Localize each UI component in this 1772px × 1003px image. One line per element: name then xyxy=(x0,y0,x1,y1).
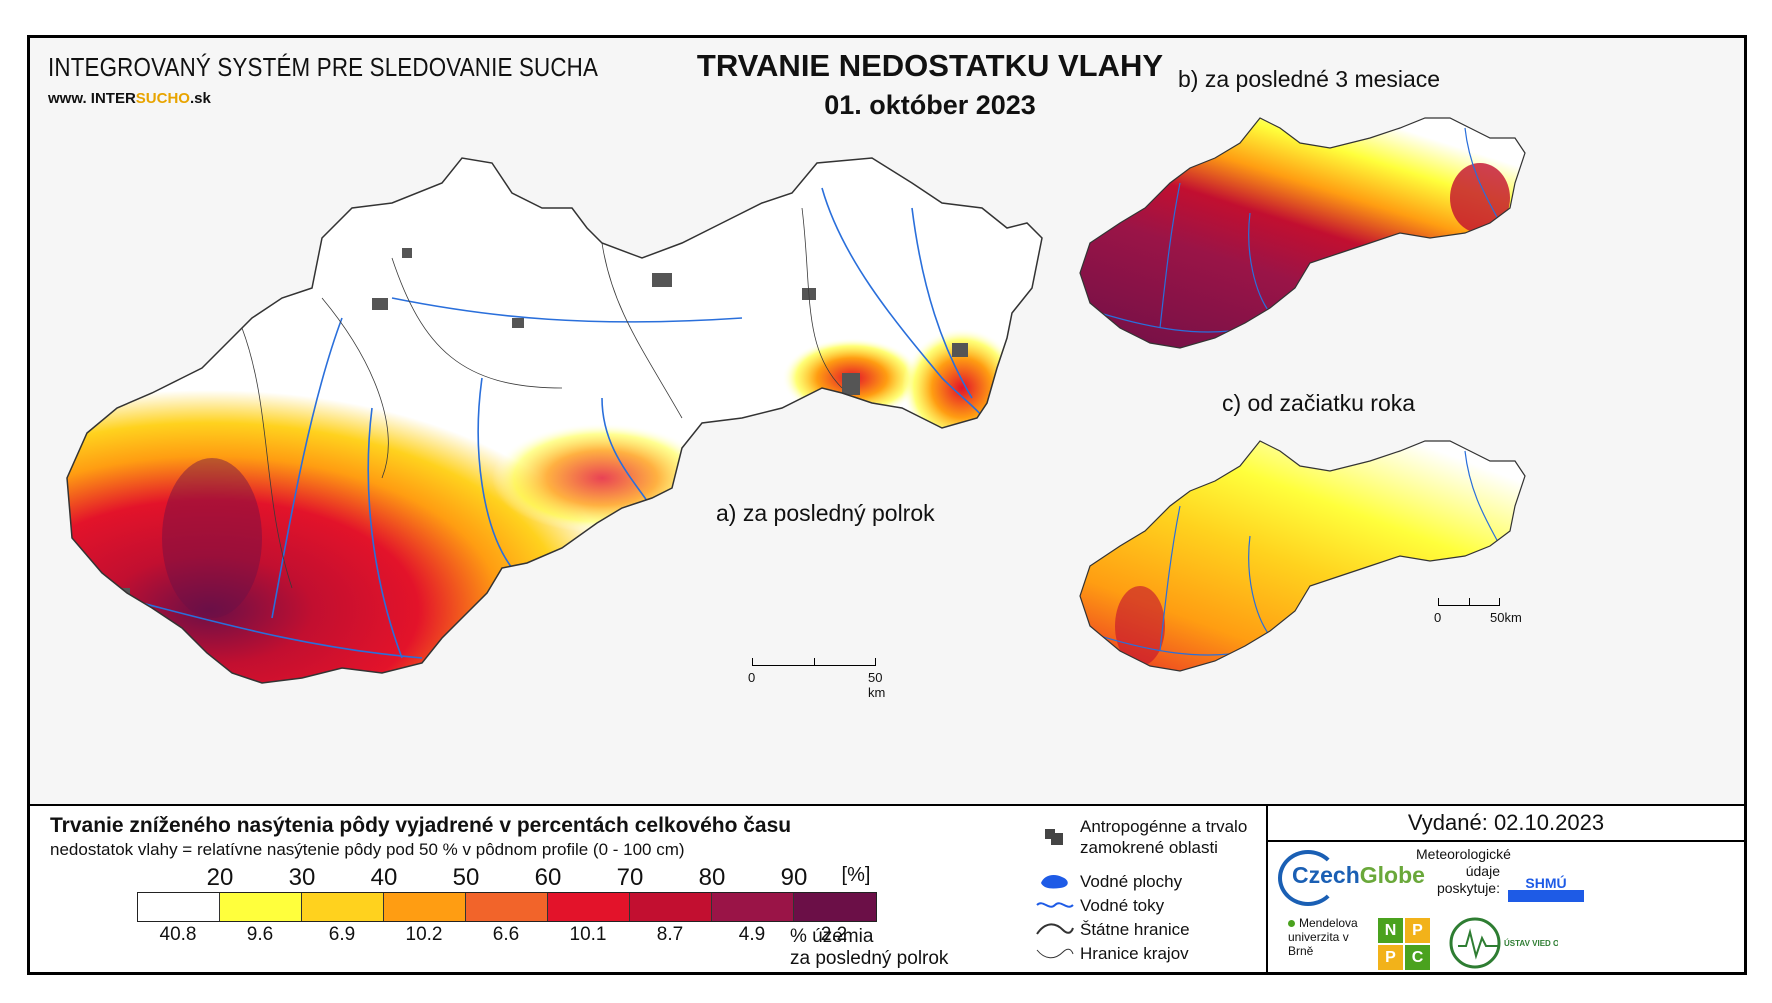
legend-swatch xyxy=(548,893,630,921)
shmu-logo: SHMÚ xyxy=(1508,872,1584,902)
region-border-icon xyxy=(1030,940,1080,966)
legend-subtitle: nedostatok vlahy = relatívne nasýtenie p… xyxy=(50,840,685,859)
svg-text:ÚSTAV VIED O ZEMI: ÚSTAV VIED O ZEMI xyxy=(1504,939,1558,948)
legend-percentage: 8.7 xyxy=(656,924,684,945)
symbol-row: Vodné toky xyxy=(1030,892,1164,918)
threshold-label: 60 xyxy=(534,864,562,891)
issue-box: Vydané: 02.10.2023 CzechGlobe Meteorolog… xyxy=(1266,806,1744,974)
threshold-label: 20 xyxy=(206,864,234,891)
panel-b-label: b) za posledné 3 mesiace xyxy=(1178,66,1441,92)
legend-footer: Trvanie zníženého nasýtenia pôdy vyjadre… xyxy=(30,804,1744,974)
legend-percentage: 2.2 xyxy=(820,924,848,945)
legend-percentage: 6.9 xyxy=(328,924,356,945)
threshold-label: 50 xyxy=(452,864,480,891)
threshold-label: 30 xyxy=(288,864,316,891)
legend-swatch xyxy=(630,893,712,921)
website-url[interactable]: www. INTERSUCHO.sk xyxy=(48,90,211,107)
legend-percentage: 6.6 xyxy=(492,924,520,945)
meteo-data-provider-text: Meteorologické údaje poskytuje: xyxy=(1416,846,1511,896)
main-map-slovakia xyxy=(66,157,1043,684)
legend-percentage: 40.8 xyxy=(159,924,197,945)
water-body-icon xyxy=(1030,868,1080,894)
main-title: TRVANIE NEDOSTATKU VLAHY xyxy=(696,48,1164,83)
legend-swatch xyxy=(138,893,220,921)
legend-thresholds: 20 30 40 50 60 70 80 90 [%] xyxy=(138,864,871,892)
symbol-row: Antropogénne a trvalo zamokrené oblasti xyxy=(1030,816,1260,858)
map-date: 01. október 2023 xyxy=(824,90,1036,120)
legend-swatch xyxy=(712,893,794,921)
earth-science-institute-logo: ÚSTAV VIED O ZEMI xyxy=(1448,916,1581,971)
symbol-row: Štátne hranice xyxy=(1030,916,1190,942)
legend-swatch xyxy=(220,893,302,921)
symbol-row: Hranice krajov xyxy=(1030,940,1189,966)
svg-text:SHMÚ: SHMÚ xyxy=(1525,874,1566,891)
issue-date: Vydané: 02.10.2023 xyxy=(1407,810,1605,835)
legend-percentages: 40.8 9.6 6.9 10.2 6.6 10.1 8.7 4.9 2.2 xyxy=(137,924,877,948)
map-area: INTEGROVANÝ SYSTÉM PRE SLEDOVANIE SUCHA … xyxy=(30,38,1744,804)
symbol-row: Vodné plochy xyxy=(1030,868,1182,894)
map-since-start-of-year xyxy=(1079,440,1526,672)
threshold-label: 70 xyxy=(616,864,644,891)
legend-unit: % územia za posledný polrok xyxy=(790,926,949,969)
legend-swatch xyxy=(302,893,384,921)
legend-title: Trvanie zníženého nasýtenia pôdy vyjadre… xyxy=(50,814,792,837)
map-frame: INTEGROVANÝ SYSTÉM PRE SLEDOVANIE SUCHA … xyxy=(27,35,1747,975)
legend-color-bar xyxy=(137,892,877,922)
mendel-university-logo: Mendelova univerzita v Brně xyxy=(1288,916,1358,958)
system-title: INTEGROVANÝ SYSTÉM PRE SLEDOVANIE SUCHA xyxy=(48,52,599,82)
czechglobe-logo: CzechGlobe xyxy=(1278,848,1428,908)
legend-percentage: 4.9 xyxy=(738,924,766,945)
state-border-icon xyxy=(1030,916,1080,942)
map-last-3-months xyxy=(1079,117,1526,349)
legend-percentage: 10.2 xyxy=(405,924,443,945)
threshold-unit: [%] xyxy=(841,864,871,886)
urban-area-icon xyxy=(1030,824,1080,850)
legend-swatch xyxy=(466,893,548,921)
legend-percentage: 10.1 xyxy=(569,924,607,945)
threshold-label: 40 xyxy=(370,864,398,891)
river-icon xyxy=(1030,892,1080,918)
threshold-label: 90 xyxy=(780,864,808,891)
legend-swatch xyxy=(384,893,466,921)
threshold-label: 80 xyxy=(698,864,726,891)
legend-swatch xyxy=(794,893,876,921)
legend-percentage: 9.6 xyxy=(246,924,274,945)
panel-a-label: a) za posledný polrok xyxy=(716,500,935,526)
nppc-logo: N P P C xyxy=(1378,918,1430,970)
panel-c-label: c) od začiatku roka xyxy=(1222,390,1416,416)
